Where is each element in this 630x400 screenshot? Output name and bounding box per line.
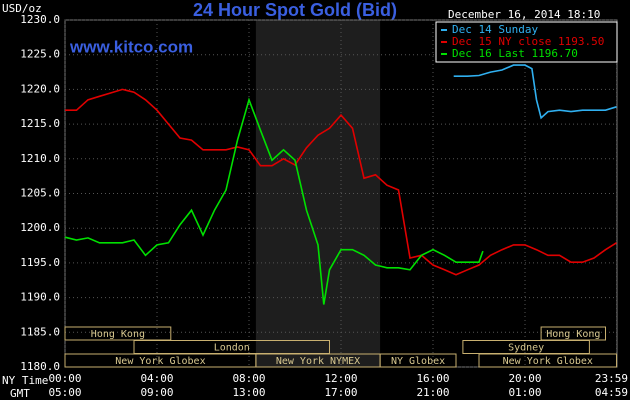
y-tick-label: 1190.0 bbox=[20, 291, 60, 304]
x2-tick-label: 21:00 bbox=[416, 386, 449, 399]
y-tick-label: 1230.0 bbox=[20, 13, 60, 26]
x-tick-label: 04:00 bbox=[140, 372, 173, 385]
y-tick-label: 1215.0 bbox=[20, 117, 60, 130]
y-tick-label: 1205.0 bbox=[20, 187, 60, 200]
site-label: www.kitco.com bbox=[69, 37, 193, 56]
legend-label: Dec 15 NY close 1193.50 bbox=[452, 35, 604, 48]
session-box bbox=[64, 326, 172, 341]
session-box bbox=[379, 353, 457, 368]
legend-box bbox=[435, 21, 618, 63]
series-line bbox=[64, 97, 484, 305]
y-tick-label: 1185.0 bbox=[20, 325, 60, 338]
y-tick-label: 1210.0 bbox=[20, 152, 60, 165]
x2-axis-title: GMT bbox=[10, 387, 30, 400]
session-label: Hong Kong bbox=[546, 329, 600, 340]
y-tick-label: 1220.0 bbox=[20, 82, 60, 95]
x2-tick-label: 05:00 bbox=[48, 386, 81, 399]
y-tick-label: 1195.0 bbox=[20, 256, 60, 269]
session-label: Sydney bbox=[508, 343, 544, 354]
session-label: New York Globex bbox=[115, 356, 205, 367]
session-label: NY Globex bbox=[391, 356, 445, 367]
legend-label: Dec 14 Sunday bbox=[452, 23, 538, 36]
session-label: Hong Kong bbox=[91, 329, 145, 340]
y-tick-label: 1180.0 bbox=[20, 360, 60, 373]
y-axis-title: USD/oz bbox=[2, 2, 42, 15]
session-label: London bbox=[214, 343, 250, 354]
x2-tick-label: 09:00 bbox=[140, 386, 173, 399]
y-tick-label: 1200.0 bbox=[20, 221, 60, 234]
x-tick-label: 20:00 bbox=[508, 372, 541, 385]
y-tick-label: 1225.0 bbox=[20, 48, 60, 61]
x-tick-label: 00:00 bbox=[48, 372, 81, 385]
x2-tick-label: 04:59 bbox=[595, 386, 628, 399]
session-label: New York Globex bbox=[503, 356, 593, 367]
session-box bbox=[478, 353, 618, 368]
x-tick-label: 08:00 bbox=[232, 372, 265, 385]
chart-title: 24 Hour Spot Gold (Bid) bbox=[193, 0, 397, 20]
x-tick-label: 23:59 bbox=[595, 372, 628, 385]
x2-tick-label: 17:00 bbox=[324, 386, 357, 399]
x-tick-label: 16:00 bbox=[416, 372, 449, 385]
series-line bbox=[65, 88, 617, 276]
legend-label: Dec 16 Last 1196.70 bbox=[452, 47, 578, 60]
timestamp: December 16, 2014 18:10 bbox=[448, 8, 600, 21]
session-label: New York NYMEX bbox=[276, 356, 360, 367]
x-axis-title: NY Time bbox=[2, 374, 48, 387]
x-tick-label: 12:00 bbox=[324, 372, 357, 385]
x2-tick-label: 01:00 bbox=[508, 386, 541, 399]
series-line bbox=[453, 64, 617, 120]
x2-tick-label: 13:00 bbox=[232, 386, 265, 399]
